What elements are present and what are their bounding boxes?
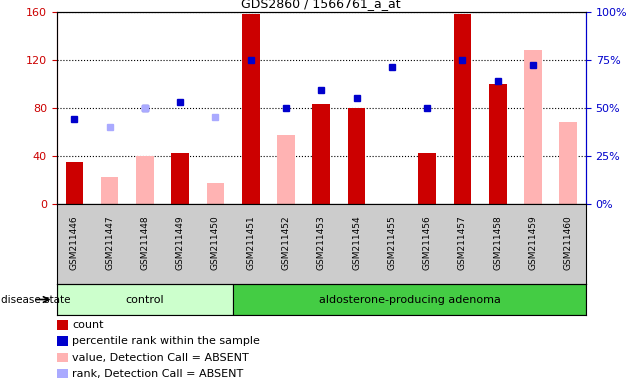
Text: GSM211455: GSM211455 (387, 216, 396, 270)
Bar (233, 284, 586, 315)
Text: aldosterone-producing adenoma: aldosterone-producing adenoma (319, 295, 500, 305)
Text: GSM211451: GSM211451 (246, 216, 255, 270)
Text: GSM211452: GSM211452 (282, 216, 290, 270)
Text: GSM211454: GSM211454 (352, 216, 361, 270)
Bar (101, 177, 118, 204)
Bar (277, 135, 295, 204)
Bar (57, 284, 233, 315)
Title: GDS2860 / 1566761_a_at: GDS2860 / 1566761_a_at (241, 0, 401, 10)
Text: GSM211446: GSM211446 (70, 216, 79, 270)
Bar (524, 50, 542, 204)
Bar (66, 162, 83, 204)
Text: GSM211453: GSM211453 (317, 216, 326, 270)
Text: rank, Detection Call = ABSENT: rank, Detection Call = ABSENT (72, 369, 244, 379)
Text: GSM211460: GSM211460 (564, 216, 573, 270)
Bar (242, 14, 260, 204)
Text: GSM211449: GSM211449 (176, 216, 185, 270)
Text: percentile rank within the sample: percentile rank within the sample (72, 336, 260, 346)
Text: disease state: disease state (1, 295, 70, 305)
Text: GSM211458: GSM211458 (493, 216, 502, 270)
Bar (489, 84, 507, 204)
Bar (207, 183, 224, 204)
Text: count: count (72, 320, 104, 330)
Bar (454, 14, 471, 204)
Text: control: control (125, 295, 164, 305)
Text: GSM211450: GSM211450 (211, 216, 220, 270)
Text: GSM211447: GSM211447 (105, 216, 114, 270)
Bar (418, 153, 436, 204)
Bar (559, 122, 577, 204)
Bar (348, 108, 365, 204)
Bar (136, 156, 154, 204)
Text: GSM211459: GSM211459 (529, 216, 537, 270)
Text: GSM211448: GSM211448 (140, 216, 149, 270)
Text: value, Detection Call = ABSENT: value, Detection Call = ABSENT (72, 353, 249, 362)
Text: GSM211457: GSM211457 (458, 216, 467, 270)
Bar (171, 153, 189, 204)
Bar (312, 104, 330, 204)
Text: GSM211456: GSM211456 (423, 216, 432, 270)
